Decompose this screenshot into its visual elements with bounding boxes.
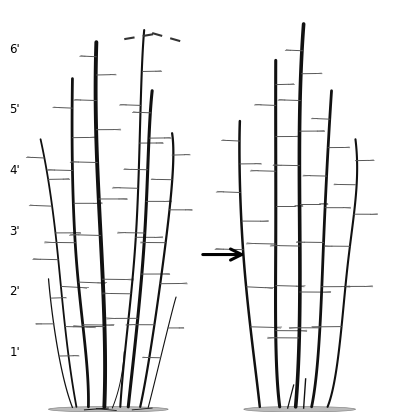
Text: 6': 6' [10, 43, 20, 56]
Text: 3': 3' [10, 224, 20, 237]
Text: 2': 2' [10, 285, 20, 298]
Text: 1': 1' [10, 345, 20, 358]
Text: 5': 5' [10, 103, 20, 116]
Ellipse shape [48, 406, 168, 412]
Text: 4': 4' [10, 164, 20, 177]
Ellipse shape [244, 406, 356, 412]
